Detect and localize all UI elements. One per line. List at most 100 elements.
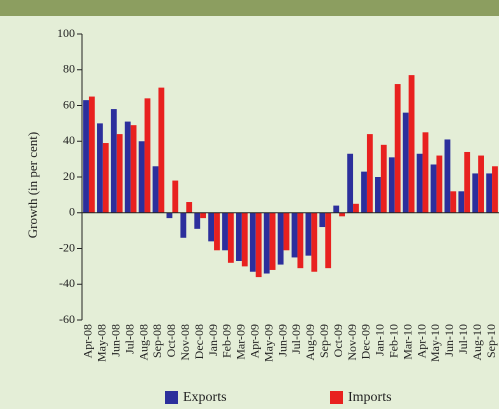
bar bbox=[194, 212, 201, 229]
bar bbox=[375, 177, 381, 213]
bar bbox=[83, 100, 89, 213]
y-tick-label: 100 bbox=[57, 26, 75, 40]
x-tick-label: Dec-09 bbox=[359, 324, 373, 359]
bar bbox=[269, 212, 276, 270]
bar bbox=[450, 191, 457, 213]
bar bbox=[236, 212, 242, 262]
x-tick-label: Feb-10 bbox=[387, 324, 401, 358]
y-tick-label: -20 bbox=[59, 240, 75, 254]
bar bbox=[152, 166, 159, 213]
bar bbox=[478, 155, 484, 213]
bar bbox=[458, 191, 465, 213]
y-tick-label: -40 bbox=[59, 276, 75, 290]
bar bbox=[124, 121, 131, 213]
bar bbox=[144, 98, 151, 213]
bar bbox=[116, 134, 123, 213]
bar bbox=[130, 125, 137, 213]
bar bbox=[422, 132, 429, 213]
bar bbox=[402, 112, 409, 213]
bar bbox=[200, 212, 206, 219]
legend-swatch bbox=[165, 391, 178, 404]
x-tick-label: Feb-09 bbox=[220, 324, 234, 358]
y-tick-label: 80 bbox=[63, 62, 75, 76]
bar bbox=[311, 212, 318, 272]
bar bbox=[416, 153, 423, 213]
y-tick-label: 60 bbox=[63, 97, 75, 111]
y-tick-label: 20 bbox=[63, 169, 75, 183]
bar bbox=[138, 141, 145, 213]
bar bbox=[464, 151, 471, 213]
legend-label: Imports bbox=[348, 390, 392, 405]
x-tick-label: Jul-10 bbox=[456, 324, 470, 354]
y-axis-label: Growth (in per cent) bbox=[25, 132, 40, 239]
bar bbox=[214, 212, 220, 251]
bar bbox=[388, 157, 395, 213]
bar bbox=[208, 212, 215, 242]
bar bbox=[241, 212, 248, 267]
bar bbox=[492, 166, 498, 213]
x-tick-label: Jun-08 bbox=[109, 324, 123, 357]
bar bbox=[325, 212, 332, 269]
bar bbox=[166, 212, 173, 219]
x-tick-label: Sep-10 bbox=[484, 324, 498, 358]
bar bbox=[102, 143, 109, 213]
y-tick-label: 40 bbox=[63, 133, 75, 147]
bar bbox=[97, 123, 103, 213]
bar bbox=[158, 87, 165, 213]
x-tick-label: Dec-08 bbox=[192, 324, 206, 359]
x-tick-label: Apr-08 bbox=[81, 324, 95, 358]
x-tick-label: May-08 bbox=[95, 324, 109, 362]
x-tick-label: Sep-08 bbox=[150, 324, 164, 358]
bar bbox=[408, 75, 415, 213]
bar bbox=[305, 212, 312, 256]
bar bbox=[297, 212, 304, 269]
x-tick-label: Oct-08 bbox=[164, 324, 178, 357]
bar bbox=[88, 96, 95, 213]
bar bbox=[361, 171, 367, 213]
bar bbox=[319, 212, 326, 228]
bar bbox=[394, 84, 401, 213]
x-tick-label: Sep-09 bbox=[317, 324, 331, 358]
y-tick-label: 0 bbox=[69, 205, 75, 219]
bar bbox=[444, 139, 451, 213]
header-bar bbox=[0, 0, 499, 16]
bar bbox=[283, 212, 290, 251]
bar bbox=[255, 212, 262, 278]
bar bbox=[430, 164, 437, 213]
x-tick-label: Jun-09 bbox=[275, 324, 289, 357]
x-tick-label: Jul-08 bbox=[122, 324, 136, 354]
x-tick-label: May-09 bbox=[261, 324, 275, 362]
x-tick-label: Jun-10 bbox=[442, 324, 456, 357]
bar bbox=[227, 212, 234, 263]
bar bbox=[333, 205, 340, 213]
legend-label: Exports bbox=[183, 390, 227, 405]
x-tick-label: Jan-09 bbox=[206, 324, 220, 356]
bar bbox=[291, 212, 298, 258]
bar bbox=[339, 212, 345, 217]
x-tick-label: May-10 bbox=[428, 324, 442, 362]
bar bbox=[180, 212, 187, 238]
x-tick-label: Mar-09 bbox=[234, 324, 248, 360]
bar bbox=[186, 202, 193, 213]
x-tick-label: Mar-10 bbox=[400, 324, 414, 360]
bar bbox=[436, 155, 443, 213]
y-tick-label: -60 bbox=[59, 312, 75, 326]
bar bbox=[222, 212, 228, 251]
bar bbox=[172, 180, 179, 213]
x-tick-label: Aug-09 bbox=[303, 324, 317, 361]
bar bbox=[380, 144, 387, 213]
x-tick-label: Jan-10 bbox=[373, 324, 387, 356]
x-tick-label: Aug-10 bbox=[470, 324, 484, 361]
x-tick-label: Oct-09 bbox=[331, 324, 345, 357]
bar bbox=[472, 173, 479, 213]
bar bbox=[486, 173, 493, 213]
x-tick-label: Nov-08 bbox=[178, 324, 192, 361]
bar bbox=[347, 153, 354, 213]
bar bbox=[353, 203, 359, 213]
x-tick-label: Apr-09 bbox=[248, 324, 262, 358]
x-tick-label: Aug-08 bbox=[136, 324, 150, 361]
x-tick-label: Nov-09 bbox=[345, 324, 359, 361]
bar bbox=[110, 109, 117, 213]
